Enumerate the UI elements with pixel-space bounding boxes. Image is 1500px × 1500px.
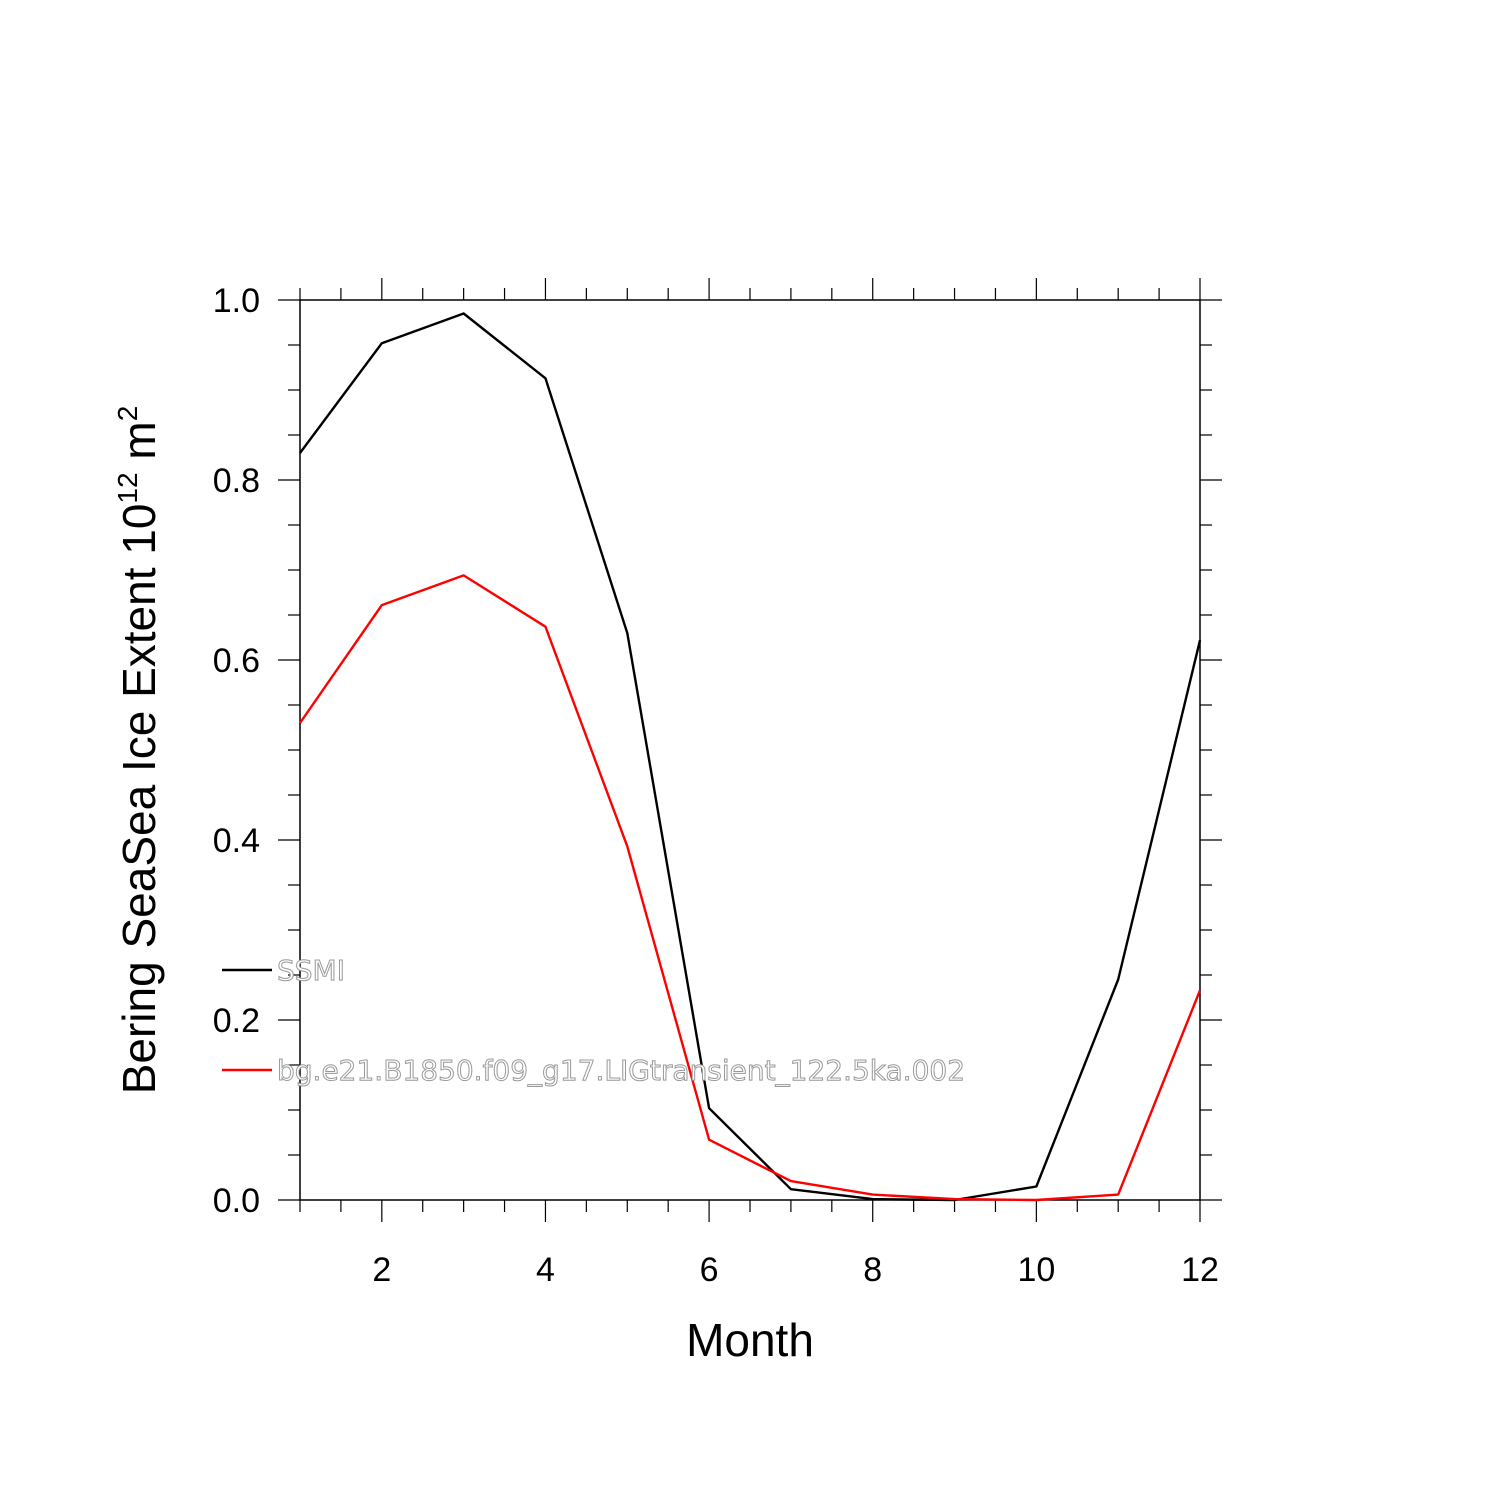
y-tick-label: 0.8: [213, 462, 260, 500]
x-tick-label: 2: [372, 1251, 391, 1289]
y-tick-label: 0.2: [213, 1002, 260, 1040]
series-line-2: [299, 574, 1202, 1202]
y-tick-label: 0.4: [213, 822, 260, 860]
axis-ticks: [278, 278, 1222, 1222]
series-line-1: [299, 312, 1202, 1202]
y-axis-title: Bering SeaSea Ice Extent 1012 m2: [112, 406, 165, 1095]
y-axis-title-exponent: 12: [112, 472, 143, 503]
y-tick-label: 1.0: [213, 282, 260, 320]
y-tick-label: 0.6: [213, 642, 260, 680]
y-axis-title-main: Bering SeaSea Ice Extent 10: [113, 504, 165, 1095]
y-axis-title-unit: m: [113, 421, 165, 472]
x-tick-label: 8: [863, 1251, 882, 1289]
tick-labels: 2 4 6 8 10 12 0.0 0.2 0.4 0.6 0.8 1.0: [213, 282, 1219, 1289]
legend-label-2: bg.e21.B1850.f09_g17.LIGtransient_122.5k…: [277, 1054, 965, 1087]
x-tick-label: 10: [1017, 1251, 1055, 1289]
x-axis-title: Month: [686, 1314, 814, 1366]
plot-frame: [299, 299, 1201, 1201]
x-tick-label: 4: [536, 1251, 555, 1289]
x-tick-label: 12: [1181, 1251, 1219, 1289]
x-tick-label: 6: [700, 1251, 719, 1289]
y-axis-title-unit-exponent: 2: [112, 406, 143, 422]
legend-label-1: SSMI: [277, 954, 345, 987]
series-layer: [299, 312, 1202, 1202]
y-tick-label: 0.0: [213, 1182, 260, 1220]
legend: SSMI bg.e21.B1850.f09_g17.LIGtransient_12…: [222, 954, 966, 1088]
